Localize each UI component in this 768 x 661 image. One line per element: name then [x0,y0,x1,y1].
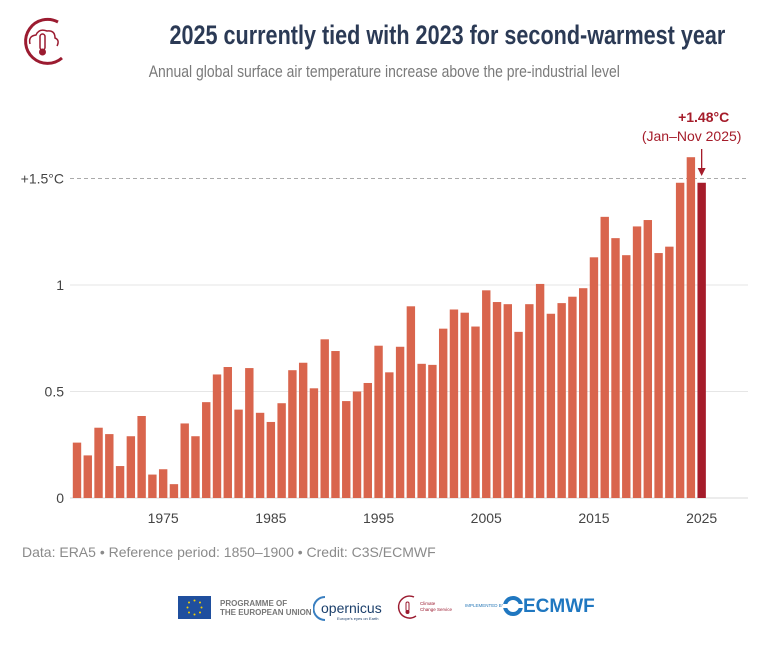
bar-2025 [697,182,706,498]
chart-title: 2025 currently tied with 2023 for second… [0,20,768,51]
bar-1970 [105,434,114,498]
c3s-line-1: Climate [420,601,436,606]
bar-2018 [622,255,631,498]
bar-2016 [600,216,609,498]
bar-2023 [675,182,685,498]
bar-1967 [72,442,82,498]
bar-1987 [288,370,297,498]
bar-1974 [148,474,157,498]
bar-2001 [438,328,448,498]
bar-2008 [514,331,523,498]
x-tick-label: 1995 [363,510,394,526]
y-tick-label: +1.5°C [21,171,64,187]
chart-subtitle: Annual global surface air temperature in… [0,62,768,82]
bar-2019 [632,226,642,499]
bar-2005 [482,290,491,498]
bar-1985 [266,421,276,498]
copernicus-wordmark: opernicus [321,600,382,616]
chart-title-text: 2025 currently tied with 2023 for second… [169,20,726,50]
bar-1973 [137,415,146,498]
bar-1983 [245,368,254,498]
logo-c3s-header [18,14,66,71]
bar-2017 [611,238,620,498]
eu-stars-icon [186,599,203,616]
bar-1989 [309,388,319,498]
eu-line-2: THE EUROPEAN UNION [220,608,312,617]
bar-1976 [169,484,179,498]
x-tick-label: 1985 [255,510,286,526]
x-tick-label: 2025 [686,510,717,526]
bar-1981 [223,367,232,498]
bar-1995 [374,345,383,498]
bar-1971 [115,466,125,498]
annotation-value: +1.48°C [678,109,729,125]
bar-2000 [428,364,437,498]
bar-1969 [94,427,103,498]
bar-1980 [212,374,222,498]
bar-1991 [331,351,340,498]
bar-1997 [395,346,405,498]
bar-1982 [234,409,243,498]
eu-programme-text: PROGRAMME OF THE EUROPEAN UNION [220,599,312,617]
bar-2003 [460,312,469,498]
eu-flag-logo [178,596,211,619]
x-tick-label: 2005 [471,510,502,526]
bar-2020 [643,220,653,498]
y-tick-label: 1 [56,277,64,293]
chart-subtitle-text: Annual global surface air temperature in… [148,62,620,81]
c3s-line-2: Change Service [420,607,453,612]
bar-2022 [665,246,674,498]
bar-1978 [191,436,200,498]
bar-1992 [342,401,351,498]
logo-bar: PROGRAMME OF THE EUROPEAN UNION opernicu… [0,590,768,630]
bar-2006 [492,302,502,498]
eu-line-1: PROGRAMME OF [220,599,288,608]
bar-1990 [320,339,329,498]
bar-2009 [525,304,534,498]
annotation-arrow-icon [697,168,706,176]
bar-2013 [568,296,577,498]
x-tick-label: 2015 [578,510,609,526]
copernicus-tagline: Europe's eyes on Earth [337,616,379,621]
bar-2015 [589,257,599,498]
data-credit-note: Data: ERA5 • Reference period: 1850–1900… [22,544,436,560]
bar-2024 [686,157,696,498]
bar-2007 [503,304,512,498]
bar-1994 [363,382,372,498]
bar-1972 [126,436,136,498]
bar-chart: 0 0.5 1 +1.5°C 1975 1985 1995 2005 2015 2025 +1.48… [21,109,748,526]
bar-2012 [557,303,566,498]
bar-2011 [546,313,556,498]
bar-1988 [298,362,308,498]
bar-1977 [180,423,189,498]
bar-1968 [83,455,92,498]
implemented-by-label: IMPLEMENTED BY [465,603,505,608]
ecmwf-wordmark: ECMWF [523,596,595,617]
x-tick-label: 1975 [148,510,179,526]
y-tick-label: 0 [56,490,64,506]
bar-2004 [471,326,480,498]
bar-2021 [654,253,663,498]
bar-1996 [385,372,394,498]
bar-1986 [277,403,286,498]
bar-1979 [202,402,211,498]
bar-1975 [158,469,168,498]
bar-2002 [449,309,459,498]
bar-1999 [417,363,426,498]
bar-2014 [578,288,588,498]
annotation-period: (Jan–Nov 2025) [642,128,742,144]
y-tick-label: 0.5 [45,384,65,400]
ecmwf-symbol-icon [503,596,523,616]
bar-1984 [255,412,265,498]
bar-1998 [406,306,416,498]
bar-2010 [535,283,545,498]
bar-1993 [352,391,362,498]
